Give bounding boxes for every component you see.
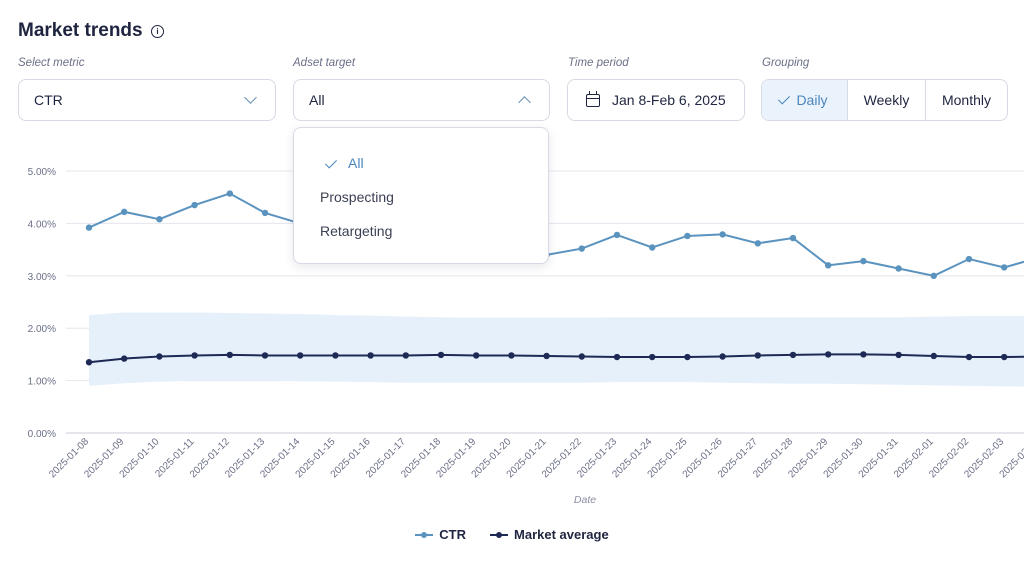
- x-axis-label: Date: [574, 494, 596, 506]
- data-point: [649, 353, 656, 361]
- data-point: [895, 351, 902, 359]
- grouping-label: Grouping: [762, 57, 810, 69]
- grouping-monthly-label: Monthly: [941, 92, 992, 108]
- data-point: [156, 216, 163, 223]
- data-point: [1001, 353, 1008, 361]
- data-point: [684, 353, 691, 361]
- adset-label: Adset target: [293, 57, 356, 69]
- grouping-monthly-button[interactable]: Monthly: [926, 80, 1007, 120]
- y-tick-label: 2.00%: [28, 324, 56, 335]
- data-point: [191, 352, 198, 359]
- legend-item-ctr[interactable]: CTR: [415, 527, 466, 542]
- legend-item-market-average[interactable]: Market average: [490, 527, 609, 542]
- legend-market-average-label: Market average: [514, 527, 609, 542]
- dropdown-option-retargeting[interactable]: Retargeting: [320, 223, 392, 239]
- data-point: [332, 352, 339, 359]
- date-range-picker[interactable]: Jan 8-Feb 6, 2025: [567, 79, 745, 121]
- legend-ctr-label: CTR: [439, 527, 467, 542]
- data-point: [191, 201, 198, 209]
- data-point: [719, 231, 726, 238]
- data-point: [613, 231, 621, 239]
- data-point: [965, 255, 973, 263]
- data-point: [85, 359, 93, 366]
- data-point: [85, 224, 93, 231]
- grouping-segmented-control: Daily Weekly Monthly: [761, 79, 1008, 121]
- y-tick-label: 1.00%: [28, 377, 56, 388]
- period-value: Jan 8-Feb 6, 2025: [612, 92, 726, 108]
- grouping-weekly-label: Weekly: [863, 92, 910, 108]
- chart-legend: CTR Market average: [0, 527, 1024, 542]
- y-tick-label: 0.00%: [28, 429, 56, 440]
- series-line-ctr: [88, 192, 1024, 277]
- data-point: [261, 352, 269, 359]
- data-point: [226, 351, 233, 359]
- page-title: Market trends: [18, 20, 143, 41]
- grouping-daily-label: Daily: [796, 92, 828, 108]
- data-point: [578, 353, 585, 360]
- adset-dropdown-menu: All Prospecting Retargeting: [293, 127, 549, 264]
- check-icon: [324, 156, 338, 169]
- data-point: [1001, 264, 1008, 271]
- data-point: [789, 351, 797, 359]
- data-point: [649, 244, 656, 251]
- data-point: [121, 355, 128, 362]
- info-circle-icon[interactable]: i: [151, 25, 164, 38]
- data-point: [543, 352, 550, 360]
- data-point: [297, 352, 304, 359]
- data-point: [402, 352, 409, 359]
- data-point: [473, 352, 480, 359]
- series-line-market-average: [88, 353, 1024, 364]
- data-point: [613, 353, 621, 361]
- y-tick-label: 4.00%: [28, 219, 56, 230]
- data-point: [226, 190, 233, 197]
- chevron-up-icon: [518, 96, 531, 109]
- confidence-band: [89, 312, 1024, 387]
- data-point: [508, 352, 515, 359]
- dropdown-option-prospecting[interactable]: Prospecting: [320, 189, 394, 205]
- data-point: [261, 209, 269, 217]
- data-point: [860, 257, 867, 265]
- data-point: [367, 352, 374, 359]
- market-trends-chart: 0.00%1.00%2.00%3.00%4.00%5.00%2025-01-08…: [28, 167, 1024, 506]
- option-retargeting-label: Retargeting: [320, 223, 393, 239]
- data-point: [578, 245, 585, 252]
- data-point: [684, 232, 691, 240]
- data-point: [156, 353, 163, 360]
- adset-value: All: [309, 92, 325, 108]
- metric-label: Select metric: [18, 57, 85, 69]
- metric-select[interactable]: CTR: [18, 79, 276, 121]
- check-icon: [778, 91, 791, 105]
- y-tick-label: 5.00%: [28, 167, 56, 178]
- calendar-icon: [586, 90, 600, 107]
- data-point: [754, 352, 761, 359]
- dropdown-option-all[interactable]: All: [324, 155, 364, 171]
- data-point: [789, 234, 797, 242]
- data-point: [437, 351, 445, 359]
- grouping-weekly-button[interactable]: Weekly: [848, 80, 926, 120]
- data-point: [895, 265, 902, 272]
- y-tick-label: 3.00%: [28, 272, 56, 283]
- data-point: [965, 353, 973, 361]
- option-all-label: All: [348, 155, 364, 171]
- chevron-down-icon: [244, 91, 257, 104]
- data-point: [825, 262, 832, 269]
- data-point: [825, 351, 832, 358]
- data-point: [719, 353, 726, 360]
- data-point: [930, 272, 937, 279]
- option-prospecting-label: Prospecting: [320, 189, 394, 205]
- data-point: [121, 208, 128, 216]
- adset-select[interactable]: All: [293, 79, 550, 121]
- data-point: [930, 352, 937, 360]
- grouping-daily-button[interactable]: Daily: [762, 80, 848, 120]
- metric-value: CTR: [34, 92, 63, 108]
- data-point: [860, 351, 867, 358]
- period-label: Time period: [568, 57, 629, 69]
- data-point: [754, 240, 761, 247]
